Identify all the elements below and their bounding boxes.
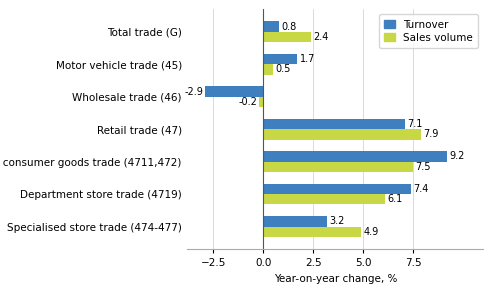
Text: 0.5: 0.5 — [276, 64, 291, 74]
Bar — [263, 226, 361, 237]
Text: 9.2: 9.2 — [450, 151, 465, 161]
Bar — [263, 216, 327, 226]
Bar — [259, 97, 263, 107]
Text: 2.4: 2.4 — [314, 32, 329, 42]
Bar — [263, 129, 421, 140]
Text: -0.2: -0.2 — [238, 97, 257, 107]
Text: 3.2: 3.2 — [330, 216, 345, 226]
Bar — [263, 194, 385, 205]
Text: 7.9: 7.9 — [423, 130, 439, 140]
Bar — [263, 119, 405, 129]
Bar — [263, 64, 273, 75]
Bar — [263, 151, 447, 162]
Text: 7.5: 7.5 — [416, 162, 431, 172]
Bar — [205, 86, 263, 97]
Text: -2.9: -2.9 — [184, 87, 203, 97]
Text: 7.1: 7.1 — [408, 119, 423, 129]
Bar — [263, 184, 411, 194]
Text: 6.1: 6.1 — [387, 194, 403, 204]
Text: 4.9: 4.9 — [364, 227, 379, 237]
Text: 0.8: 0.8 — [282, 22, 297, 32]
Bar — [263, 22, 279, 32]
Text: 7.4: 7.4 — [414, 184, 429, 194]
Text: 1.7: 1.7 — [300, 54, 315, 64]
Legend: Turnover, Sales volume: Turnover, Sales volume — [379, 14, 478, 48]
Bar — [263, 32, 311, 42]
Bar — [263, 162, 413, 172]
Bar — [263, 54, 297, 64]
X-axis label: Year-on-year change, %: Year-on-year change, % — [274, 274, 397, 284]
